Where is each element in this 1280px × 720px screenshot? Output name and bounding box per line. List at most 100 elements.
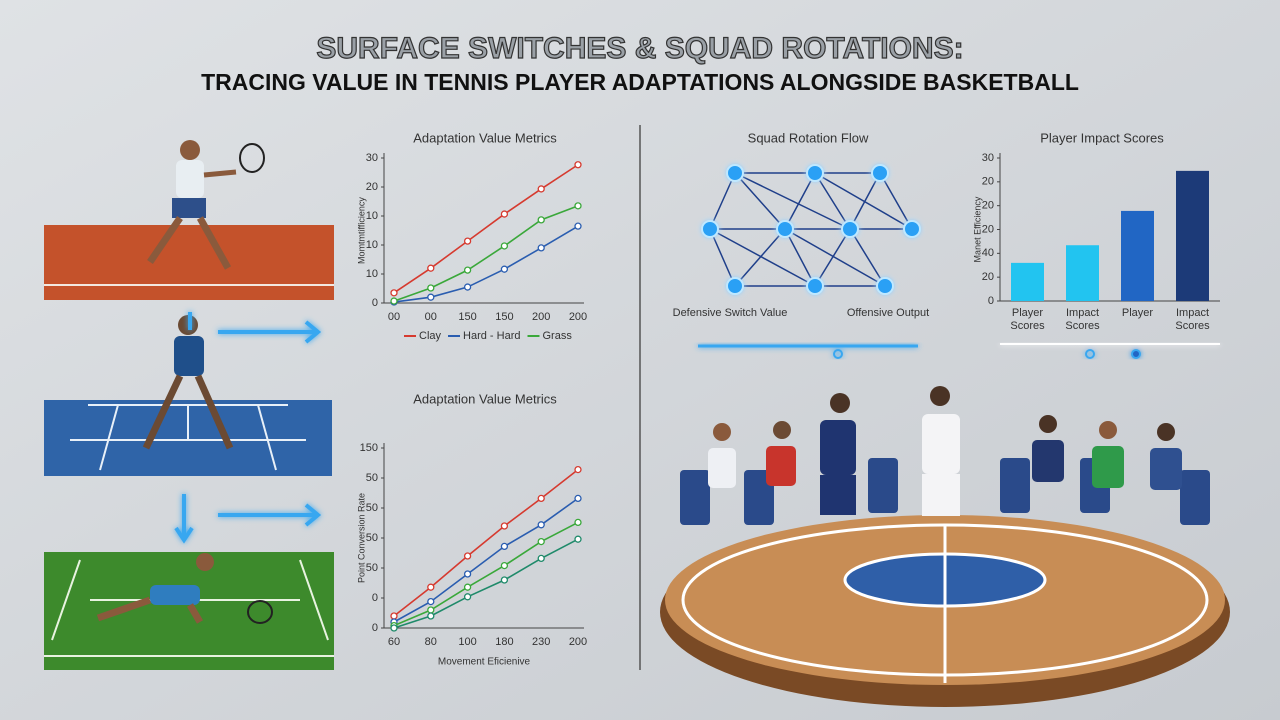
point [390,612,398,620]
y-tick-label: 40 [982,247,994,259]
point [500,210,509,218]
y-tick-label: 0 [372,622,378,634]
series-line [393,497,579,623]
point [463,583,472,591]
point [537,244,545,252]
point [574,161,582,169]
point [500,561,509,570]
point [537,494,545,503]
grass-court [44,552,334,670]
bar [1066,245,1099,301]
flow-label: Offensive Output [847,307,929,319]
point [390,624,398,632]
players [708,386,1182,516]
x-tick-label: Impact Scores [1175,307,1210,332]
y-tick-label: 50 [366,562,378,574]
point [463,593,472,601]
chart-title: Player Impact Scores [1040,130,1164,145]
point [537,554,545,563]
x-tick-label: 60 [388,636,400,648]
x-tick-label: 230 [532,636,550,648]
chart-title: Adaptation Value Metrics [413,391,557,406]
flow-title: Squad Rotation Flow [748,130,869,145]
point [427,597,435,606]
point [500,242,509,250]
point [427,606,435,614]
series-line [393,538,579,629]
point [463,237,472,245]
flow-nodes [701,164,921,295]
y-tick-label: 50 [366,502,378,514]
legend-label: Clay [419,330,442,342]
point [574,202,582,210]
y-tick-label: 20 [982,176,994,188]
legend-label: Grass [542,330,572,342]
point [463,570,472,578]
point [500,542,509,551]
point [427,293,435,301]
point [390,289,398,297]
point [427,583,435,591]
x-tick-label: 80 [425,636,437,648]
y-tick-label: 10 [366,268,378,280]
y-tick-label: 0 [988,295,994,307]
series-line [393,225,579,303]
point [390,297,398,305]
x-tick-label: 00 [425,311,437,323]
legend-label: Hard - Hard [463,330,520,342]
point [463,552,472,560]
point [463,266,472,274]
y-axis-label: Manet Efficiency [972,196,982,262]
x-tick-label: 100 [458,636,476,648]
subtitle: TRACING VALUE IN TENNIS PLAYER ADAPTATIO… [201,69,1079,95]
x-tick-label: Impact Scores [1065,307,1100,332]
y-tick-label: 10 [366,210,378,222]
bar [1121,210,1154,301]
bar [1176,170,1209,301]
x-tick-label: 150 [458,311,476,323]
point [427,612,435,620]
chart-title: Adaptation Value Metrics [413,130,557,145]
series-line [393,521,579,627]
point [537,216,545,224]
x-tick-label: 200 [569,636,587,648]
x-tick-label: Player Scores [1010,307,1045,332]
point [574,222,582,230]
point [537,521,545,529]
bar [1011,262,1044,301]
point [463,283,472,291]
series-line [393,468,579,617]
basketball-court [660,515,1230,707]
y-tick-label: 30 [366,152,378,164]
series-line [393,205,579,302]
x-tick-label: 150 [495,311,513,323]
y-tick-label: 20 [982,223,994,235]
y-axis-label: Momtmtifficiency [356,197,366,264]
y-tick-label: 50 [366,472,378,484]
point [427,264,435,272]
x-tick-label: 200 [569,311,587,323]
point [537,537,545,546]
hard-court [44,315,332,476]
y-tick-label: 20 [982,200,994,212]
series-line [393,164,579,294]
y-tick-label: 0 [372,592,378,604]
point [500,576,509,584]
point [500,265,509,273]
transition-arrows [174,312,322,544]
y-tick-label: 20 [366,181,378,193]
clay-court [44,140,334,300]
y-tick-label: 0 [372,297,378,309]
y-tick-label: 150 [360,442,378,454]
y-tick-label: 30 [982,152,994,164]
x-tick-label: 200 [532,311,550,323]
y-tick-label: 10 [366,239,378,251]
y-tick-label: 20 [982,271,994,283]
point [427,284,435,292]
flow-edges [709,172,913,287]
point [574,465,582,474]
x-axis-label: Movement Eficienive [438,657,531,668]
main-title: SURFACE SWITCHES & SQUAD ROTATIONS: [316,32,963,65]
point [574,518,582,527]
